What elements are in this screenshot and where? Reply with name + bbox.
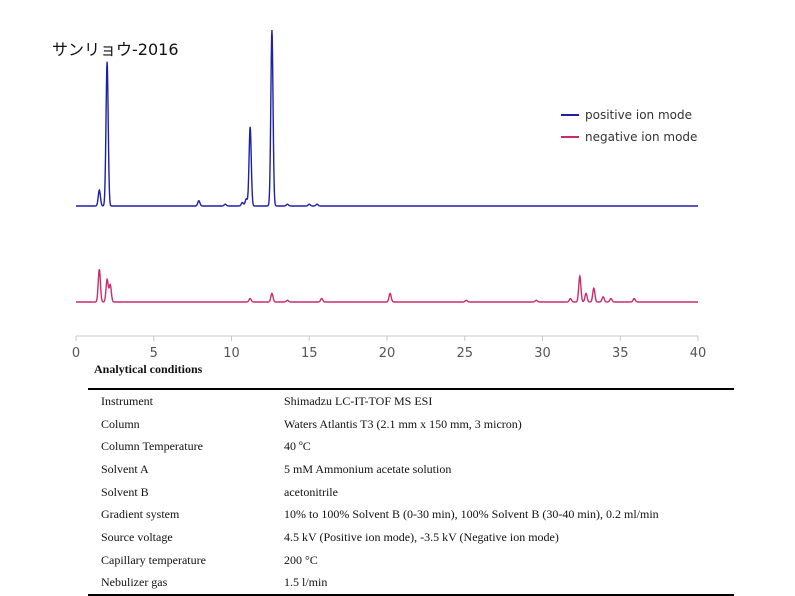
legend-item-negative: negative ion mode [561, 126, 697, 148]
x-tick-label: 40 [690, 346, 707, 360]
x-tick-label: 0 [72, 346, 80, 360]
legend-item-positive: positive ion mode [561, 104, 697, 126]
chromatogram-chart: 0 5 10 15 20 25 30 35 40 [72, 29, 707, 360]
condition-key: Capillary temperature [101, 552, 206, 567]
x-tick-label: 30 [534, 346, 551, 360]
condition-key: Instrument [88, 388, 284, 413]
x-tick-label: 25 [456, 346, 473, 360]
series-line-negative [76, 269, 698, 303]
series-line-positive [76, 29, 698, 207]
conditions-row: Solvent A 5 mM Ammonium acetate solution [88, 458, 734, 481]
condition-key: Column [101, 416, 140, 431]
condition-key: Nebulizer gas [88, 571, 284, 596]
conditions-row: Capillary temperature 200 °C [88, 549, 734, 572]
sample-title: サンリョウ-2016 [52, 40, 179, 59]
condition-key: Solvent B [101, 484, 149, 499]
legend-swatch-positive [561, 114, 579, 116]
conditions-row: Nebulizer gas 1.5 l/min [88, 571, 734, 596]
x-tick-label: 20 [379, 346, 396, 360]
condition-value: Waters Atlantis T3 (2.1 mm x 150 mm, 3 m… [284, 416, 522, 431]
condition-value: 1.5 l/min [284, 571, 734, 596]
condition-value: 10% to 100% Solvent B (0-30 min), 100% S… [284, 507, 659, 522]
legend-label-positive: positive ion mode [585, 108, 693, 122]
x-tick-label: 35 [612, 346, 629, 360]
conditions-row: Source voltage 4.5 kV (Positive ion mode)… [88, 526, 734, 549]
condition-value: Shimadzu LC-IT-TOF MS ESI [284, 388, 734, 413]
x-tick-label: 15 [301, 346, 318, 360]
condition-value: 200 °C [284, 552, 318, 567]
condition-value: 5 mM Ammonium acetate solution [284, 461, 452, 476]
conditions-title: Analytical conditions [94, 362, 203, 376]
chart-legend: positive ion mode negative ion mode [561, 104, 697, 148]
condition-key: Gradient system [101, 507, 180, 522]
condition-value: 40 ºC [284, 439, 311, 454]
condition-key: Source voltage [101, 529, 173, 544]
condition-value: acetonitrile [284, 484, 338, 499]
conditions-row: Column Waters Atlantis T3 (2.1 mm x 150 m… [88, 413, 734, 436]
x-tick-label: 5 [150, 346, 158, 360]
legend-swatch-negative [561, 136, 579, 138]
conditions-row: Gradient system 10% to 100% Solvent B (0-… [88, 503, 734, 526]
condition-key: Solvent A [101, 461, 149, 476]
condition-key: Column Temperature [101, 439, 203, 454]
conditions-row: Column Temperature 40 ºC [88, 435, 734, 458]
conditions-row: Instrument Shimadzu LC-IT-TOF MS ESI [88, 388, 734, 413]
conditions-row: Solvent B acetonitrile [88, 481, 734, 504]
conditions-table: Instrument Shimadzu LC-IT-TOF MS ESI Colum… [88, 388, 734, 596]
legend-label-negative: negative ion mode [585, 130, 698, 144]
x-tick-label: 10 [223, 346, 240, 360]
condition-value: 4.5 kV (Positive ion mode), -3.5 kV (Neg… [284, 529, 559, 544]
